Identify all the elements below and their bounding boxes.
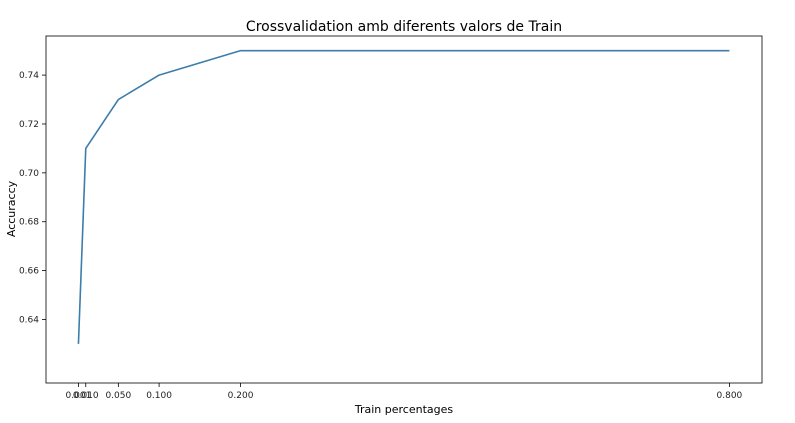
x-tick-label: 0.001 [66,391,92,401]
x-tick-label: 0.800 [717,391,743,401]
y-axis: 0.64 0.66 0.68 0.70 0.72 0.74 [19,71,46,325]
y-tick-label: 0.70 [19,169,39,179]
x-tick-label: 0.050 [105,391,131,401]
y-axis-label: Accuraccy [5,180,18,237]
y-tick-label: 0.68 [19,218,39,228]
accuracy-series-line [77,49,730,344]
y-tick-label: 0.64 [19,315,39,325]
x-tick-label: 0.010 [73,391,99,401]
plot-frame [45,35,763,384]
y-tick-label: 0.74 [19,71,39,81]
x-axis-label: Train percentages [354,403,454,416]
series-group [77,49,730,344]
x-tick-label: 0.100 [146,391,172,401]
plot-area [45,35,763,384]
x-tick-label: 0.200 [228,391,254,401]
y-tick-label: 0.72 [19,120,39,130]
chart-title: Crossvalidation amb diferents valors de … [246,19,562,35]
y-tick-label: 0.66 [19,267,39,277]
